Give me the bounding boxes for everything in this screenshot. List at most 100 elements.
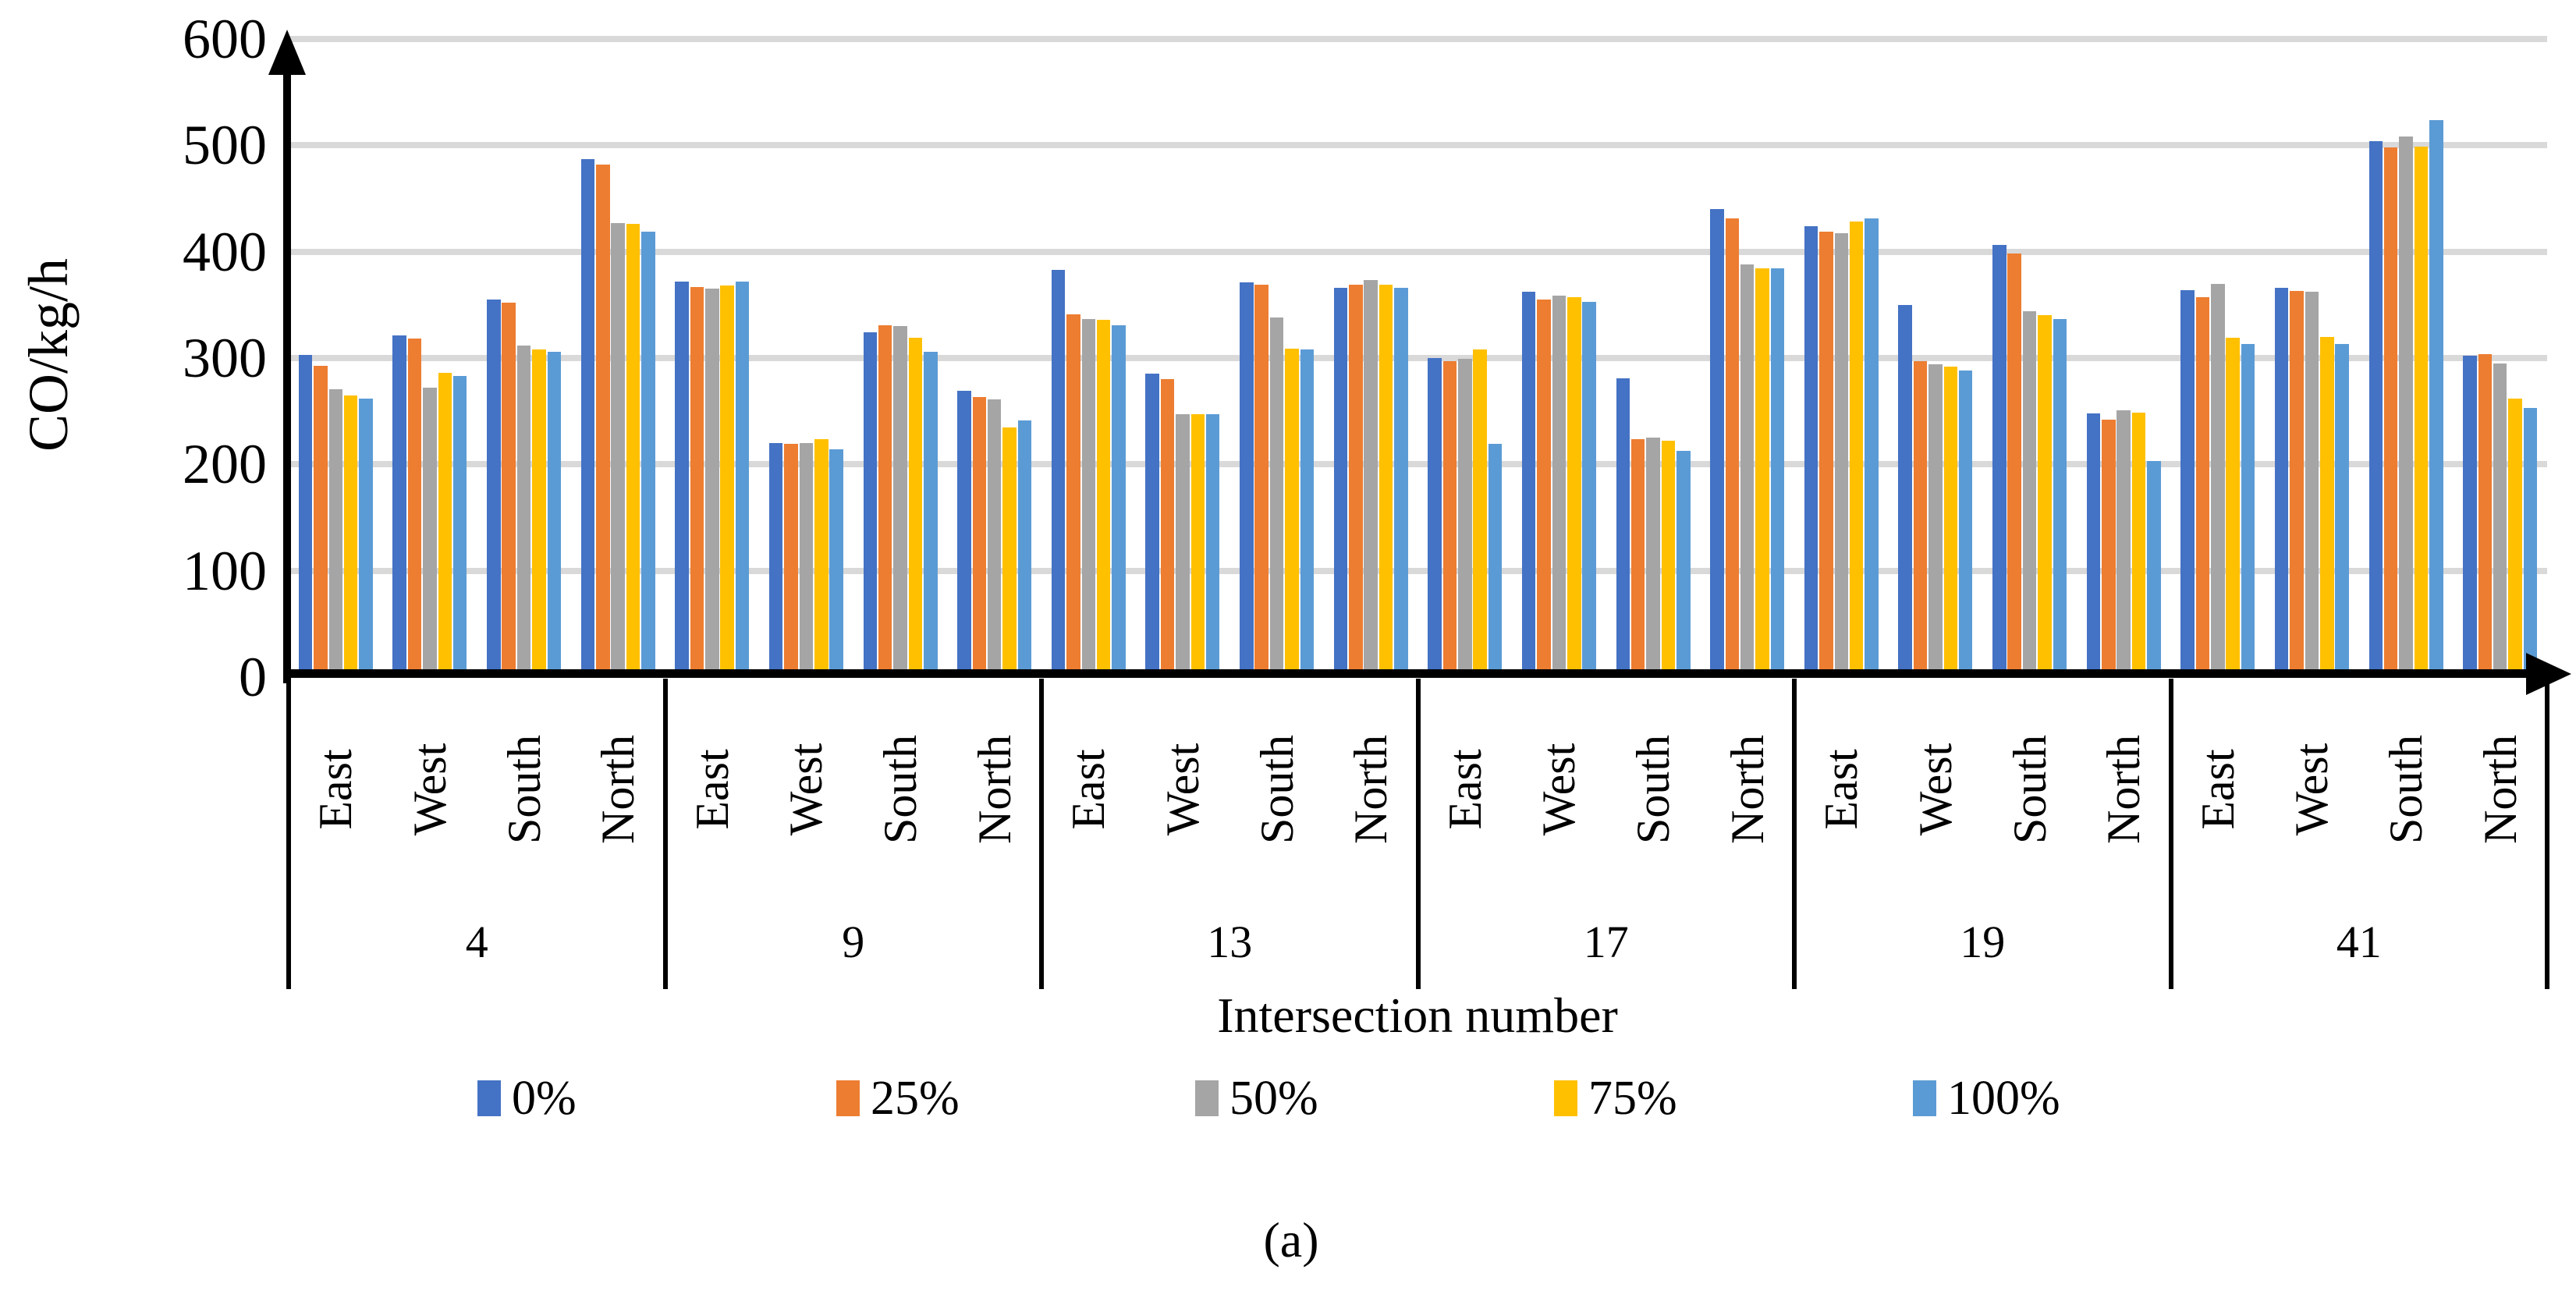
bar: [1269, 317, 1284, 677]
direction-label: West: [780, 743, 832, 836]
bar: [814, 438, 829, 677]
bar: [690, 286, 704, 677]
direction-label: West: [1533, 743, 1585, 836]
bar: [829, 449, 843, 677]
bar: [641, 231, 655, 677]
direction-label: West: [403, 743, 456, 836]
bar: [1145, 374, 1159, 677]
group-separator: [1415, 679, 1421, 989]
bar: [957, 391, 971, 677]
bar: [438, 373, 452, 677]
bar: [1725, 218, 1740, 677]
bar: [596, 164, 610, 677]
bar: [547, 351, 562, 677]
bar: [2305, 292, 2319, 677]
bar: [675, 281, 689, 677]
direction-label: South: [875, 734, 927, 845]
bar: [2383, 147, 2398, 677]
gridline: [289, 248, 2547, 255]
y-tick-label: 200: [183, 433, 267, 496]
bar: [1473, 349, 1487, 677]
intersection-label: 41: [2336, 917, 2382, 967]
bar: [580, 159, 595, 677]
legend-label: 100%: [1947, 1072, 2060, 1125]
bar: [626, 224, 640, 677]
direction-label: South: [1627, 734, 1680, 845]
bar: [735, 281, 750, 677]
bar: [987, 399, 1002, 677]
bar: [516, 345, 531, 677]
bar: [1285, 348, 1299, 677]
bar: [392, 335, 406, 677]
intersection-label: 17: [1583, 917, 1629, 967]
bar: [2241, 344, 2255, 677]
group-separator: [1039, 679, 1044, 989]
bar: [502, 303, 516, 677]
gridline: [289, 142, 2547, 149]
legend-label: 75%: [1588, 1072, 1677, 1125]
bar: [2368, 140, 2383, 677]
bar: [1240, 282, 1254, 677]
bar: [2478, 353, 2493, 677]
bar: [1112, 324, 1126, 677]
bar: [768, 443, 783, 677]
group-separator: [2545, 679, 2549, 989]
bar: [705, 289, 719, 677]
bar: [2053, 318, 2067, 677]
bar: [1567, 297, 1581, 677]
direction-label: South: [1251, 734, 1303, 845]
bar: [1160, 379, 1175, 677]
bar: [1928, 364, 1943, 677]
bar: [1458, 359, 1472, 677]
legend-label: 0%: [512, 1072, 577, 1125]
direction-label: South: [498, 734, 550, 845]
bar: [2274, 288, 2289, 677]
group-separator: [2168, 679, 2173, 989]
bar: [2131, 412, 2146, 677]
direction-label: East: [1063, 749, 1115, 830]
bar: [298, 354, 313, 677]
bar: [328, 388, 343, 677]
direction-label: West: [1909, 743, 1961, 836]
bar: [1378, 284, 1393, 677]
bar: [2493, 363, 2507, 677]
intersection-label: 19: [1960, 917, 2006, 967]
direction-label: North: [592, 735, 644, 844]
bar: [1254, 284, 1268, 677]
bar: [863, 332, 877, 677]
bar: [1992, 245, 2007, 677]
direction-label: East: [686, 749, 738, 830]
bar: [1394, 288, 1408, 677]
bar: [720, 285, 734, 677]
direction-label: East: [310, 749, 362, 830]
bar: [1677, 450, 1691, 677]
group-separator: [662, 679, 668, 989]
y-tick-label: 400: [183, 220, 267, 283]
group-separator: [1792, 679, 1797, 989]
direction-label: North: [2474, 735, 2526, 844]
bar: [972, 397, 987, 677]
x-axis-title: Intersection number: [1217, 988, 1618, 1043]
bar: [2226, 338, 2240, 677]
bar: [1865, 218, 1879, 677]
bar: [1364, 280, 1378, 677]
y-axis-line: [283, 72, 291, 683]
bar: [924, 351, 938, 677]
bar: [2007, 254, 2021, 677]
bar: [1017, 420, 1032, 677]
bar: [2180, 289, 2195, 677]
legend-label: 25%: [871, 1072, 960, 1125]
direction-label: North: [2098, 735, 2150, 844]
x-axis-line: [283, 669, 2529, 678]
legend-swatch: [477, 1080, 501, 1116]
bar: [1521, 292, 1536, 677]
legend-swatch: [1195, 1080, 1219, 1116]
y-tick-label: 0: [239, 646, 267, 708]
legend-swatch: [1913, 1080, 1936, 1116]
bar: [1051, 269, 1066, 677]
intersection-label: 4: [465, 917, 488, 967]
bar: [1770, 268, 1785, 677]
gridline: [289, 567, 2547, 574]
bar: [1755, 268, 1769, 677]
